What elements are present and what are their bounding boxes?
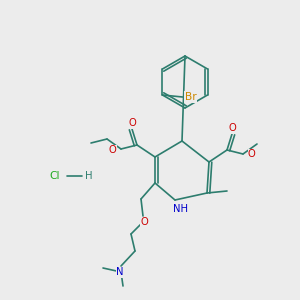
Text: N: N bbox=[116, 267, 124, 277]
Text: O: O bbox=[140, 217, 148, 227]
Text: O: O bbox=[128, 118, 136, 128]
Text: O: O bbox=[248, 149, 256, 159]
Text: O: O bbox=[108, 145, 116, 155]
Text: H: H bbox=[85, 171, 93, 181]
Text: NH: NH bbox=[172, 204, 188, 214]
Text: Br: Br bbox=[184, 92, 196, 102]
Text: O: O bbox=[228, 123, 236, 133]
Text: Cl: Cl bbox=[50, 171, 60, 181]
